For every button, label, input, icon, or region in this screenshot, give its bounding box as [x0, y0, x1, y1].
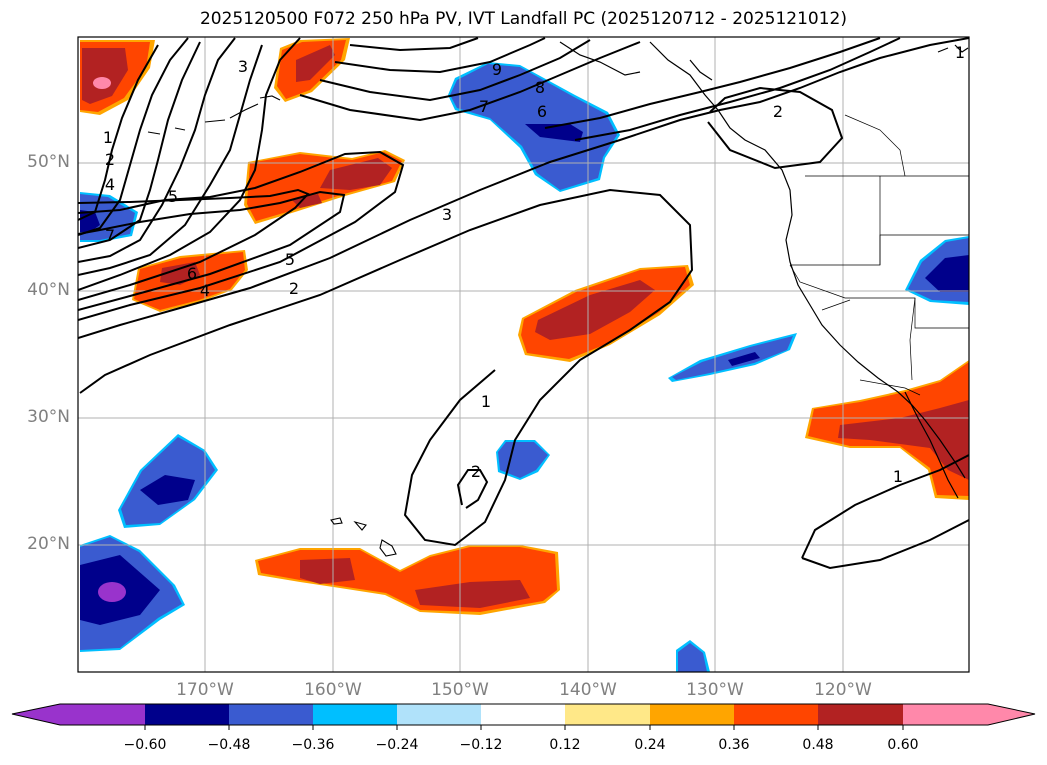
colorbar-tick-label: −0.48 — [207, 737, 251, 753]
colorbar-swatch — [903, 704, 988, 725]
colorbar-outline — [11, 703, 1036, 726]
colorbar-swatch — [565, 704, 650, 725]
contour-label: 4 — [200, 281, 210, 300]
colorbar-swatch — [481, 704, 566, 725]
contour-labels: 9 8 7 6 2 3 3 1 2 4 5 7 5 6 2 4 1 2 1 1 — [103, 43, 965, 486]
lon-tick-label: 120°W — [814, 680, 872, 700]
contour-label: 1 — [893, 467, 903, 486]
lat-tick-label: 40°N — [27, 280, 70, 300]
colorbar-tick-label: 0.48 — [802, 737, 834, 753]
colorbar-swatch — [734, 704, 819, 725]
colorbar-tick-label: −0.12 — [459, 737, 503, 753]
pv-positive-region — [320, 158, 392, 190]
pv-negative-region — [678, 643, 707, 672]
colorbar-swatch — [60, 704, 145, 725]
lat-tick-label: 50°N — [27, 152, 70, 172]
contour-label: 5 — [168, 187, 178, 206]
colorbar-tick-label: 0.12 — [549, 737, 581, 753]
contour-label: 2 — [289, 279, 299, 298]
pv-negative-region — [728, 352, 760, 366]
colorbar-swatch — [229, 704, 314, 725]
pv-positive-region — [258, 547, 557, 612]
colorbar — [11, 703, 1036, 730]
pv-negative-region — [80, 210, 100, 232]
colorbar-tick-label: −0.60 — [123, 737, 167, 753]
pv-positive-region — [535, 280, 655, 340]
colorbar-extend-low — [12, 704, 60, 725]
pv-negative-region — [525, 124, 583, 142]
figure-title: 2025120500 F072 250 hPa PV, IVT Landfall… — [199, 9, 847, 29]
pv-positive-region — [300, 558, 355, 584]
pv-positive-region — [296, 45, 335, 82]
contour-label: 7 — [105, 226, 115, 245]
contour-label: 1 — [103, 128, 113, 147]
political-borders — [789, 114, 969, 396]
lon-tick-label: 170°W — [176, 680, 234, 700]
colorbar-tick-label: −0.24 — [375, 737, 419, 753]
contour-label: 5 — [285, 250, 295, 269]
colorbar-tick-label: 0.36 — [718, 737, 750, 753]
pv-shading — [80, 38, 969, 672]
pv-negative-region — [140, 475, 195, 505]
colorbar-swatch — [397, 704, 482, 725]
contour-label: 2 — [471, 462, 481, 481]
contour-label: 3 — [442, 205, 452, 224]
lon-tick-label: 140°W — [559, 680, 617, 700]
pv-positive-region — [415, 580, 530, 608]
contour-label: 1 — [481, 392, 491, 411]
colorbar-extend-high — [988, 704, 1035, 725]
pv-negative-region — [498, 442, 548, 478]
pv-positive-region — [82, 48, 128, 104]
lat-tick-label: 30°N — [27, 407, 70, 427]
colorbar-tick-label: −0.36 — [291, 737, 335, 753]
colorbar-swatch — [145, 704, 230, 725]
lon-tick-label: 150°W — [431, 680, 489, 700]
contour-label: 9 — [492, 60, 502, 79]
contour-label: 7 — [479, 97, 489, 116]
islands — [147, 95, 397, 557]
contour-label: 3 — [238, 57, 248, 76]
colorbar-swatch — [818, 704, 903, 725]
pv-negative-region — [925, 255, 969, 292]
contour-label: 6 — [537, 102, 547, 121]
colorbar-tick-label: 0.24 — [634, 737, 666, 753]
colorbar-swatch — [650, 704, 735, 725]
contour-label: 1 — [955, 43, 965, 62]
contour-label: 6 — [187, 264, 197, 283]
ivt-contours — [78, 37, 969, 570]
colorbar-tick-label: 0.60 — [887, 737, 919, 753]
pv-negative-region — [672, 336, 793, 380]
map-frame — [77, 36, 970, 673]
lon-tick-label: 160°W — [304, 680, 362, 700]
pv-positive-region — [134, 252, 245, 310]
contour-label: 4 — [105, 175, 115, 194]
contour-label: 8 — [535, 78, 545, 97]
colorbar-ticks — [144, 725, 904, 730]
contour-label: 2 — [105, 150, 115, 169]
map-area: 9 8 7 6 2 3 3 1 2 4 5 7 5 6 2 4 1 2 1 1 — [78, 37, 969, 672]
pv-negative-region — [98, 582, 126, 602]
contour-label: 2 — [773, 102, 783, 121]
colorbar-swatch — [313, 704, 398, 725]
lon-tick-label: 130°W — [686, 680, 744, 700]
lat-tick-label: 20°N — [27, 534, 70, 554]
pv-positive-region — [93, 77, 111, 89]
pv-positive-region — [838, 400, 969, 480]
